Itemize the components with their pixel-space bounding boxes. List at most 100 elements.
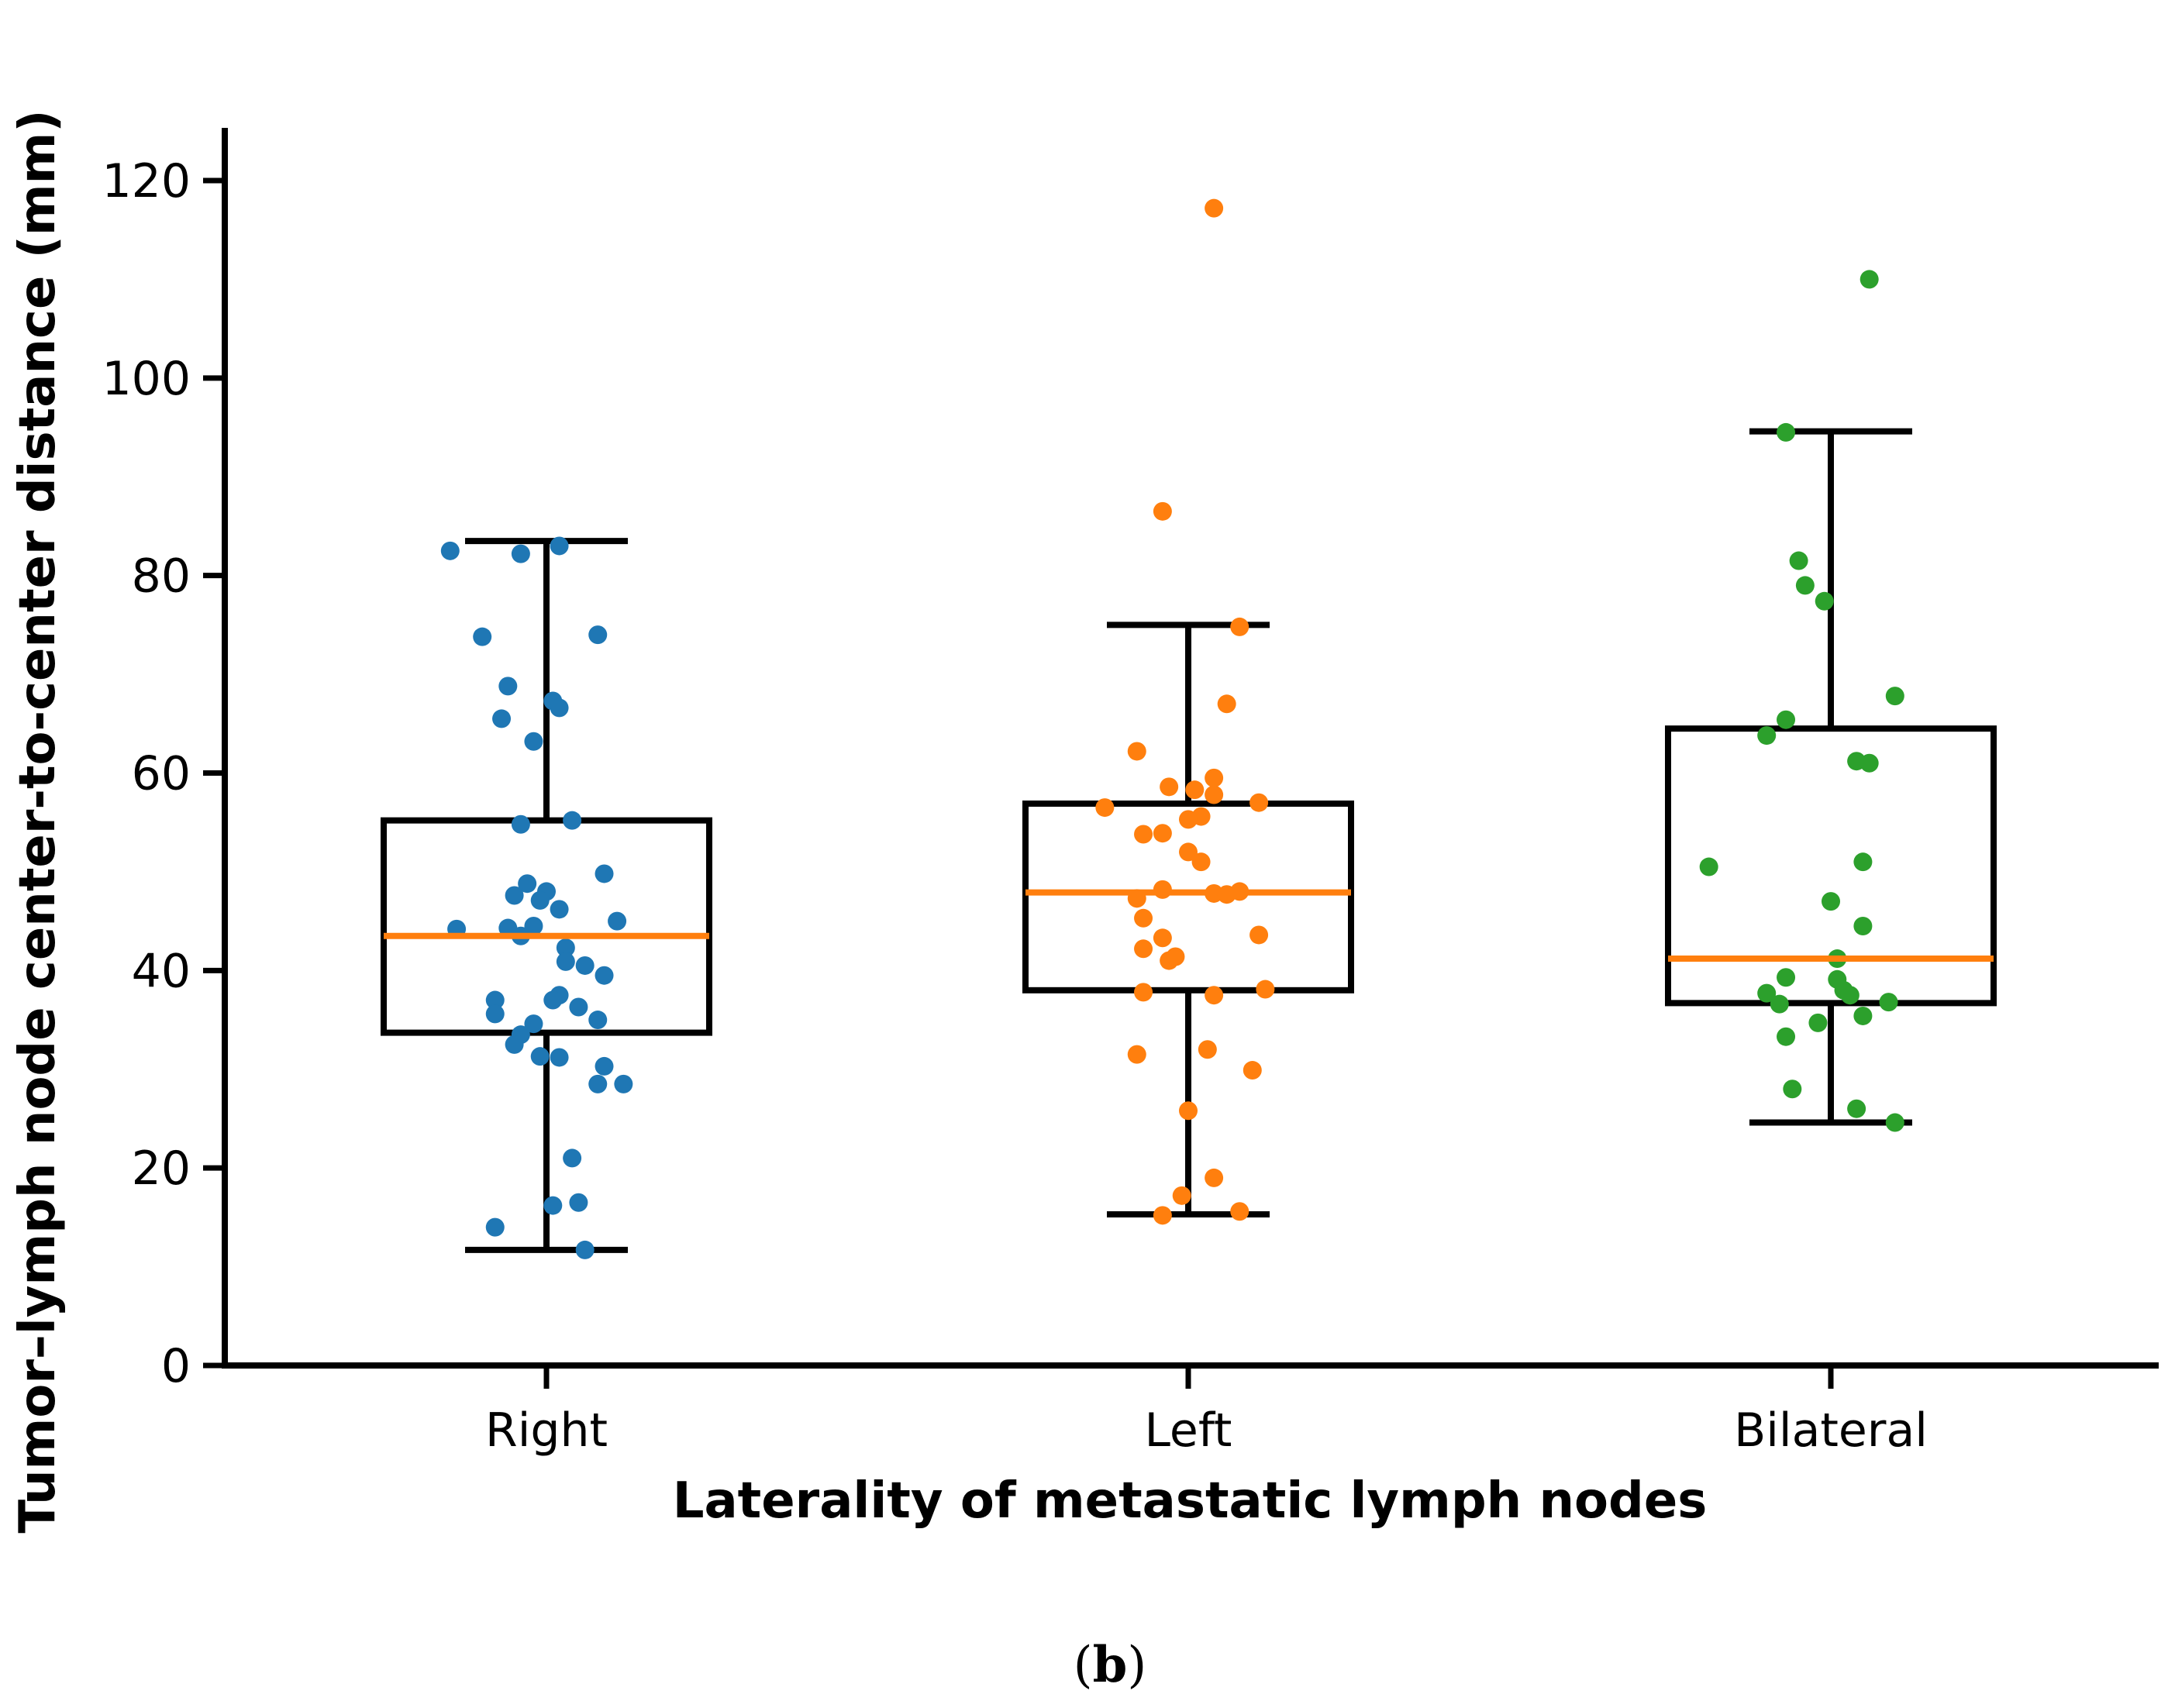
point-right-21 xyxy=(524,916,543,935)
point-bilateral-15 xyxy=(1777,968,1796,987)
y-tick-label-40: 40 xyxy=(132,944,191,998)
point-bilateral-6 xyxy=(1777,710,1796,729)
point-left-15 xyxy=(1179,842,1198,862)
point-left-0 xyxy=(1205,198,1224,218)
point-right-11 xyxy=(511,814,530,834)
point-bilateral-0 xyxy=(1860,270,1879,289)
point-bilateral-2 xyxy=(1789,551,1808,570)
point-left-32 xyxy=(1198,1040,1217,1059)
point-left-9 xyxy=(1249,793,1269,812)
point-bilateral-10 xyxy=(1853,852,1873,872)
y-tick-label-60: 60 xyxy=(132,747,191,801)
box-group-right xyxy=(381,536,712,1259)
point-right-41 xyxy=(563,1148,582,1168)
panel-label-close: ) xyxy=(1127,1637,1146,1694)
point-right-12 xyxy=(595,864,614,883)
point-left-27 xyxy=(1166,947,1185,966)
point-right-37 xyxy=(550,1048,569,1067)
box-bilateral xyxy=(1665,725,1997,1007)
box-left xyxy=(1022,800,1354,993)
point-right-44 xyxy=(485,1217,505,1237)
point-bilateral-24 xyxy=(1777,1027,1796,1046)
point-left-37 xyxy=(1153,1206,1172,1225)
point-right-16 xyxy=(530,890,550,910)
plot-area xyxy=(381,198,1997,1259)
y-tick-label-0: 0 xyxy=(161,1339,191,1393)
point-bilateral-23 xyxy=(1808,1013,1828,1032)
point-right-9 xyxy=(524,732,543,751)
panel-label: (b) xyxy=(1074,1636,1147,1694)
point-bilateral-7 xyxy=(1757,726,1777,746)
point-left-6 xyxy=(1160,777,1179,797)
point-left-1 xyxy=(1153,501,1172,521)
point-bilateral-13 xyxy=(1853,916,1873,935)
point-bilateral-25 xyxy=(1783,1080,1802,1099)
point-bilateral-1 xyxy=(1777,422,1796,442)
point-right-26 xyxy=(595,966,614,985)
point-right-30 xyxy=(569,997,588,1017)
point-left-8 xyxy=(1205,785,1224,804)
point-right-1 xyxy=(550,536,569,556)
point-bilateral-9 xyxy=(1860,753,1879,773)
point-bilateral-21 xyxy=(1879,993,1898,1012)
x-axis-title: Laterality of metastatic lymph nodes xyxy=(673,1472,1708,1530)
box-right xyxy=(381,817,712,1036)
y-axis-title: Tumor–lymph node center-to-center distan… xyxy=(9,109,67,1533)
point-left-34 xyxy=(1179,1101,1198,1121)
x-axis: Right Left Bilateral xyxy=(222,1362,2159,1458)
point-left-29 xyxy=(1134,983,1153,1002)
point-right-39 xyxy=(588,1074,608,1093)
point-left-33 xyxy=(1243,1061,1262,1080)
point-bilateral-11 xyxy=(1699,857,1718,876)
point-left-30 xyxy=(1205,986,1224,1005)
point-bilateral-5 xyxy=(1885,687,1904,706)
point-right-3 xyxy=(473,627,492,646)
point-right-43 xyxy=(543,1196,563,1215)
point-left-31 xyxy=(1127,1045,1146,1064)
point-left-16 xyxy=(1191,852,1211,872)
point-left-25 xyxy=(1134,939,1153,959)
point-bilateral-17 xyxy=(1757,983,1777,1003)
point-left-22 xyxy=(1134,908,1153,928)
point-bilateral-12 xyxy=(1822,892,1840,911)
point-right-29 xyxy=(543,990,563,1010)
point-right-40 xyxy=(614,1074,633,1093)
point-right-25 xyxy=(575,956,595,975)
x-tick-label-bilateral: Bilateral xyxy=(1734,1403,1928,1458)
point-bilateral-22 xyxy=(1853,1006,1873,1025)
point-bilateral-27 xyxy=(1885,1113,1904,1132)
point-bilateral-4 xyxy=(1815,591,1834,611)
point-bilateral-3 xyxy=(1795,576,1815,595)
point-right-4 xyxy=(588,625,608,645)
y-tick-label-100: 100 xyxy=(102,352,191,406)
point-right-23 xyxy=(556,938,575,958)
point-right-5 xyxy=(498,677,518,696)
point-right-18 xyxy=(608,911,627,931)
point-right-31 xyxy=(485,1004,505,1024)
point-right-45 xyxy=(575,1240,595,1259)
box-group-left xyxy=(1022,198,1354,1225)
panel-label-open: ( xyxy=(1074,1637,1093,1694)
point-right-10 xyxy=(563,811,582,830)
point-right-8 xyxy=(550,698,569,718)
point-right-24 xyxy=(556,952,575,971)
y-tick-label-20: 20 xyxy=(132,1142,191,1196)
point-right-15 xyxy=(505,886,524,905)
point-left-10 xyxy=(1095,798,1115,818)
point-left-4 xyxy=(1127,742,1146,761)
point-left-24 xyxy=(1153,928,1172,948)
point-right-36 xyxy=(530,1047,550,1066)
panel-label-letter: b xyxy=(1093,1636,1128,1694)
x-tick-label-right: Right xyxy=(485,1403,608,1458)
point-bilateral-20 xyxy=(1770,994,1789,1014)
x-tick-label-left: Left xyxy=(1145,1403,1232,1458)
point-right-42 xyxy=(569,1193,588,1212)
point-right-2 xyxy=(511,544,530,563)
point-left-2 xyxy=(1230,617,1249,636)
point-left-13 xyxy=(1134,825,1153,844)
point-right-33 xyxy=(524,1014,543,1034)
point-left-12 xyxy=(1179,810,1198,829)
point-right-0 xyxy=(440,541,460,560)
point-left-3 xyxy=(1217,694,1236,714)
point-left-36 xyxy=(1172,1186,1191,1205)
